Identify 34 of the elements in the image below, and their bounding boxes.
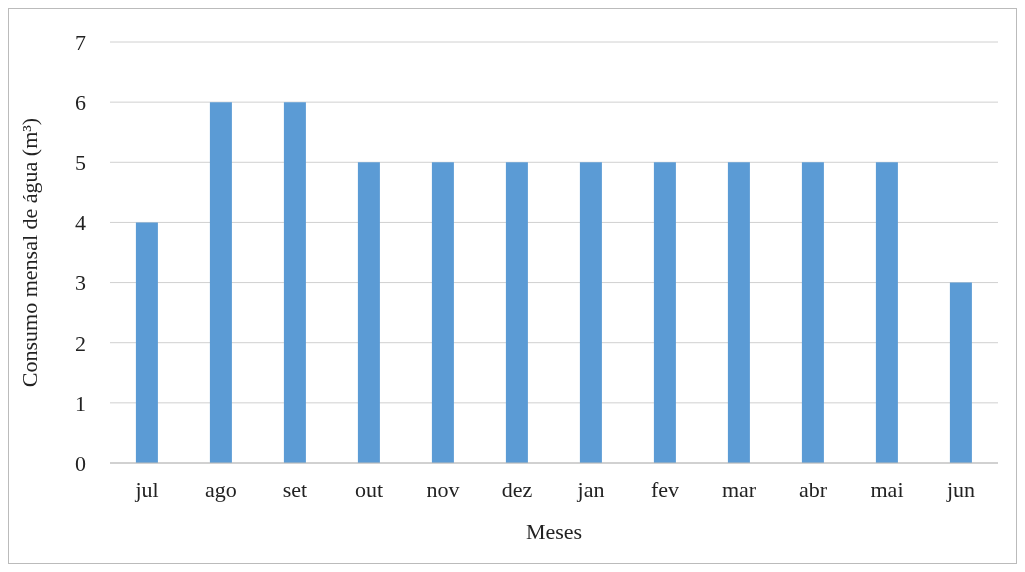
bar (209, 102, 232, 463)
y-tick-label: 4 (75, 210, 86, 236)
bar (283, 102, 306, 463)
x-tick-label: jan (576, 476, 605, 502)
bar (727, 162, 750, 463)
bar (505, 162, 528, 463)
x-tick-label: mar (721, 476, 757, 502)
x-tick-label: jun (945, 476, 976, 502)
y-tick-label: 6 (75, 89, 86, 115)
bar (801, 162, 824, 463)
bar (875, 162, 898, 463)
bar (431, 162, 454, 463)
x-tick-label: dez (501, 476, 533, 502)
y-tick-label: 0 (75, 450, 86, 476)
x-tick-label: out (354, 476, 384, 502)
y-tick-label: 7 (75, 29, 86, 55)
x-tick-label: mai (870, 476, 904, 502)
x-tick-label: abr (798, 476, 828, 502)
x-tick-label: jul (134, 476, 159, 502)
y-tick-label: 5 (75, 150, 86, 176)
bar (579, 162, 602, 463)
x-tick-label: set (282, 476, 308, 502)
bar (949, 282, 972, 463)
y-tick-label: 3 (75, 270, 86, 296)
bar (135, 222, 158, 463)
x-tick-label: nov (426, 476, 460, 502)
bar (357, 162, 380, 463)
bar (653, 162, 676, 463)
x-tick-label: fev (650, 476, 680, 502)
y-tick-label: 1 (75, 390, 86, 416)
y-tick-label: 2 (75, 330, 86, 356)
x-axis-title: Meses (525, 519, 583, 544)
x-tick-label: ago (205, 476, 237, 502)
y-axis-title: Consumo mensal de água (m³) (16, 117, 42, 388)
